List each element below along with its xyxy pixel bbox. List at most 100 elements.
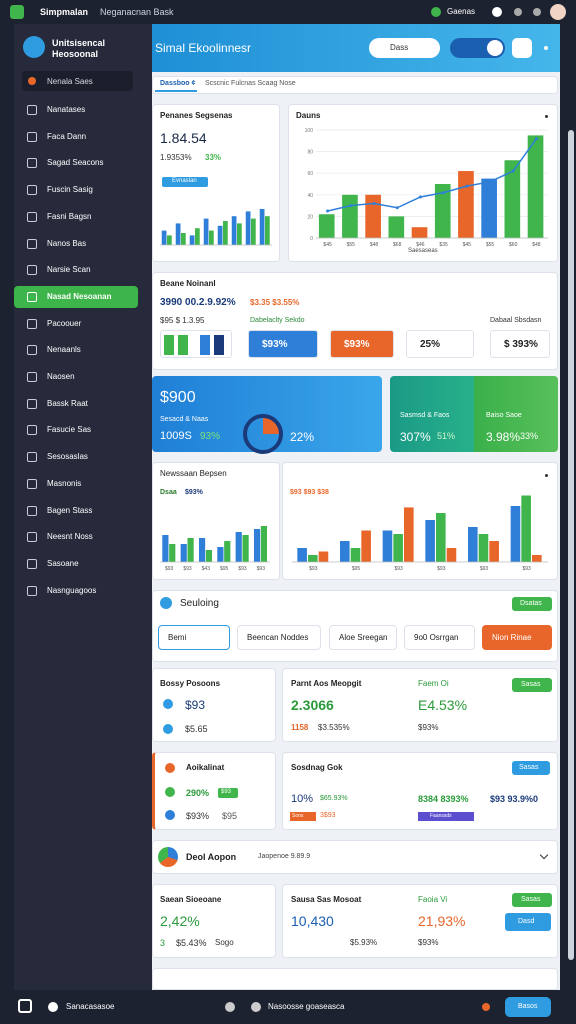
card-title: Faem Oi [418,679,449,688]
button[interactable] [505,997,551,1017]
menu-item[interactable]: Neesnt Noss [47,532,93,542]
search-text[interactable]: Dass [390,43,409,52]
active-item[interactable] [14,285,138,308]
menu-item[interactable]: Narsie Scan [47,265,91,275]
link[interactable]: Dabelaclty Sekdo [250,317,305,324]
summary-right: Dabaal Sbsdasn [490,317,542,324]
menu-icon [27,425,37,436]
button-label[interactable]: Basos [518,1003,538,1010]
stat-sub: $5.65 [185,724,208,734]
menu-item[interactable]: Nasnguagoos [47,585,97,595]
stat-value: E4.53% [418,697,468,713]
button-label[interactable]: Dasd [518,918,535,925]
option-label[interactable]: Bemi [168,633,187,642]
bar [425,520,435,562]
search-box[interactable] [22,71,133,91]
option-label[interactable]: Nion Rinae [492,633,532,642]
option[interactable] [237,625,321,650]
menu-icon [27,105,37,115]
menu-item[interactable]: Faca Dann [47,131,87,141]
y-tick-label: 40 [307,193,313,199]
button-label[interactable]: Dsatas [520,600,542,607]
button[interactable] [505,913,551,931]
button-label[interactable]: Sasas [519,764,539,771]
option[interactable] [158,625,230,650]
stat-sub: $95 [222,811,238,821]
chip-label[interactable]: $93% [344,339,370,350]
bar [195,228,200,245]
button[interactable] [512,761,550,775]
chip[interactable] [248,330,318,358]
button[interactable] [512,597,552,611]
option[interactable] [404,625,475,650]
chip[interactable] [330,330,394,358]
menu-item[interactable]: Sesosaslas [47,452,88,462]
option[interactable] [329,625,397,650]
menu-item[interactable]: Fasni Bagsn [47,211,92,221]
bar [393,534,403,562]
menu-item[interactable]: Naosen [47,372,75,381]
menu-item[interactable]: Masnonis [47,478,82,488]
line-point [442,191,446,195]
search-text[interactable]: Nenala Saes [47,77,93,86]
menu-item[interactable]: Bagen Stass [47,505,93,515]
bar [265,216,270,245]
x-tick-label: $48 [370,242,379,248]
menu-item[interactable]: Fuscin Sasig [47,185,93,195]
active-tab[interactable] [155,78,197,92]
card-title: Bossy Posoons [160,679,221,688]
menu-icon [27,238,37,249]
bar [458,171,474,238]
button-label[interactable]: Sasas [521,681,541,688]
menu-item[interactable]: Sasoane [47,558,79,568]
menu-icon [27,291,37,302]
top-bar [0,0,576,24]
x-tick-label: $93 [522,566,531,572]
button-label[interactable]: Evnaslan [172,178,197,184]
stat-sub: $65.93% [320,795,348,802]
button-label[interactable]: Sasas [521,896,541,903]
menu-item[interactable]: Nanatases [47,105,86,114]
option-label[interactable]: Aloe Sreegan [339,633,388,642]
card-title: Faoia Vi [418,895,448,904]
option-label[interactable]: Beencan Noddes [247,633,309,642]
tab[interactable]: Scscnic Fulcnas Scaag Nose [205,80,296,87]
bar [242,535,249,562]
tab[interactable]: Dassboo ¢ [160,80,196,87]
bar [237,223,242,245]
bar [235,532,242,562]
option[interactable] [482,625,552,650]
card-icon [158,847,178,867]
icon-button[interactable] [512,38,532,58]
chip-label[interactable]: $93% [262,339,288,350]
menu-item[interactable]: Pacoouer [47,318,82,328]
bar [532,555,542,562]
button[interactable] [512,893,552,907]
option-label[interactable]: 9o0 Osrrgan [414,633,459,642]
chip[interactable] [490,330,550,358]
menu-item[interactable]: Nasad Nesoanan [47,291,112,301]
scrollbar[interactable] [568,130,574,960]
chip-label[interactable]: $ 393% [504,339,538,350]
chip-label[interactable]: 25% [420,339,441,350]
button[interactable] [512,678,552,692]
menu-item[interactable]: Fasucie Sas [47,425,92,435]
x-tick-label: $43 [202,566,211,572]
search-pill[interactable] [369,38,440,58]
card-title: Sosdnag Gok [291,763,343,772]
card-title: Saean Sioeoane [160,895,222,904]
menu-item[interactable]: Nanos Bas [47,238,87,248]
bar [189,235,195,245]
menu-icon [27,318,37,329]
button[interactable] [162,177,208,187]
menu-item[interactable]: Sagad Seacons [47,158,104,168]
menu-item[interactable]: Nenaanls [47,345,81,355]
search-icon [28,77,36,85]
bar [478,534,489,562]
menu-item[interactable]: Bassk Raat [47,398,88,408]
bar [318,214,335,238]
stat-value: 8384 8393% [418,794,469,804]
chip[interactable] [406,330,474,358]
y-tick-label: 80 [307,150,313,156]
